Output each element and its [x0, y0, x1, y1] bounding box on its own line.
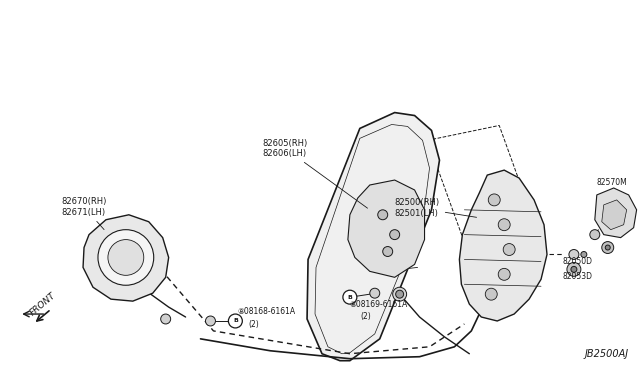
Circle shape [396, 290, 404, 298]
Circle shape [161, 314, 171, 324]
Circle shape [383, 247, 393, 256]
Circle shape [581, 251, 587, 257]
Text: 82605(RH)
82606(LH): 82605(RH) 82606(LH) [262, 139, 367, 208]
Text: B: B [348, 295, 352, 300]
Text: (2): (2) [361, 312, 372, 321]
Circle shape [462, 262, 472, 271]
Circle shape [378, 210, 388, 220]
Circle shape [393, 287, 406, 301]
Circle shape [228, 314, 243, 328]
Circle shape [485, 288, 497, 300]
Circle shape [108, 240, 144, 275]
Text: (2): (2) [248, 320, 259, 329]
Polygon shape [602, 200, 627, 230]
Text: ⑧08169-6161A: ⑧08169-6161A [350, 300, 408, 309]
Polygon shape [83, 215, 169, 301]
Circle shape [569, 250, 579, 259]
Text: FRONT: FRONT [29, 291, 58, 317]
Text: 82670(RH)
82671(LH): 82670(RH) 82671(LH) [61, 197, 106, 230]
Text: JB2500AJ: JB2500AJ [584, 349, 628, 359]
Circle shape [498, 219, 510, 231]
Polygon shape [460, 170, 547, 321]
Circle shape [567, 262, 581, 276]
Polygon shape [348, 180, 424, 277]
Polygon shape [595, 188, 637, 238]
Circle shape [343, 290, 357, 304]
Text: 82500(RH)
82501(LH): 82500(RH) 82501(LH) [395, 198, 477, 218]
Circle shape [390, 230, 399, 240]
Polygon shape [307, 113, 440, 361]
Circle shape [590, 230, 600, 240]
Circle shape [498, 268, 510, 280]
Circle shape [98, 230, 154, 285]
Circle shape [370, 288, 380, 298]
Text: ⑧08168-6161A: ⑧08168-6161A [237, 307, 296, 316]
Text: 82050D: 82050D [563, 257, 593, 266]
Text: B: B [233, 318, 238, 324]
Circle shape [571, 266, 577, 272]
Text: 82053D: 82053D [563, 272, 593, 281]
Circle shape [605, 245, 610, 250]
Circle shape [503, 244, 515, 256]
Circle shape [602, 241, 614, 253]
Text: 82570M: 82570M [596, 178, 628, 187]
Circle shape [205, 316, 216, 326]
Circle shape [488, 194, 500, 206]
